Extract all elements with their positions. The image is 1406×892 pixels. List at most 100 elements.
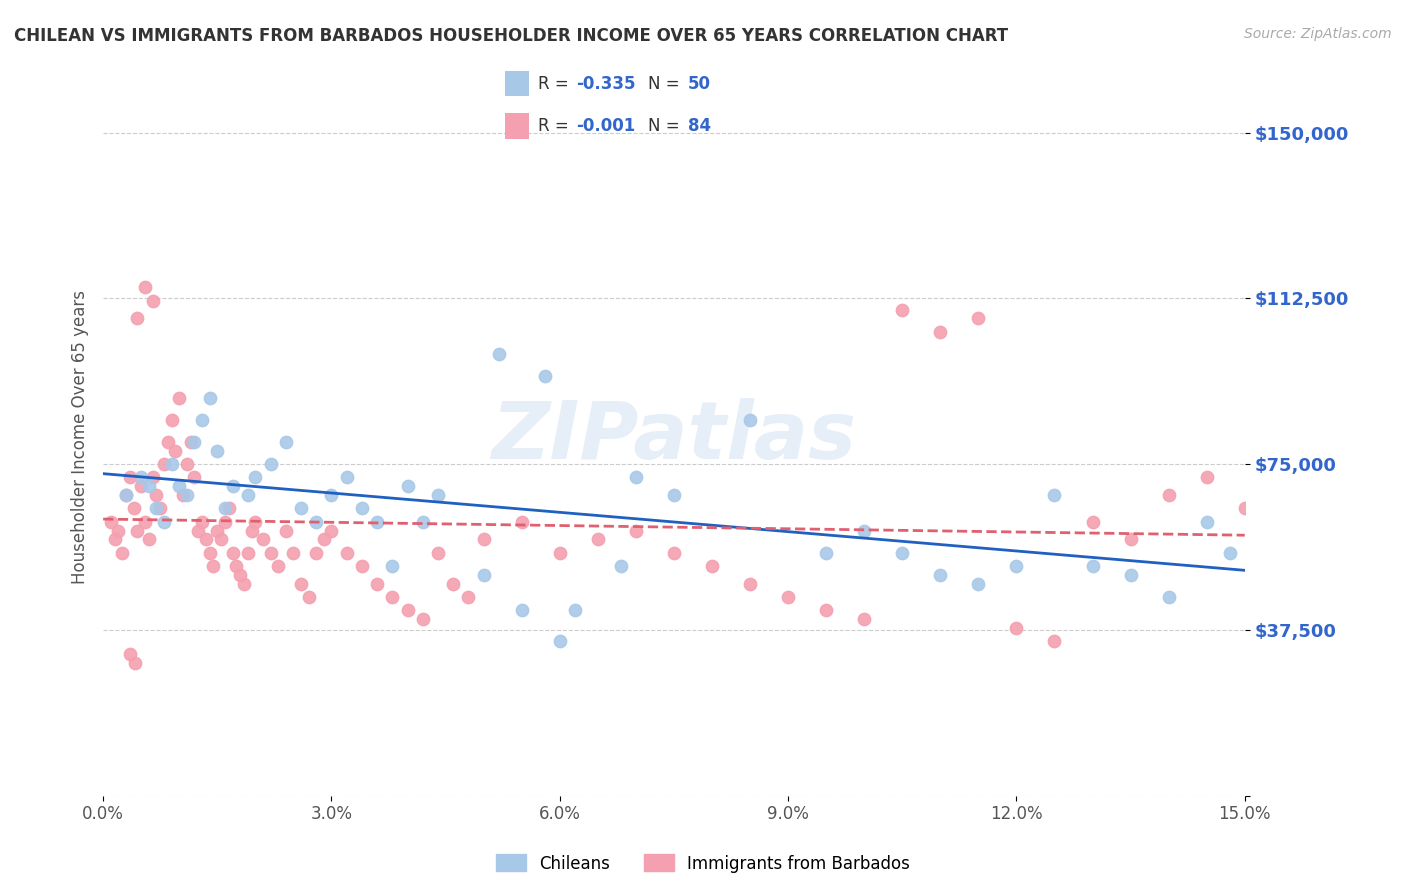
Text: Source: ZipAtlas.com: Source: ZipAtlas.com [1244,27,1392,41]
Point [176,457,198,471]
Point [274,524,297,538]
Point [441,576,464,591]
Point [122,501,145,516]
Point [1081,515,1104,529]
Point [176,488,198,502]
Point [290,501,312,516]
Point [209,533,232,547]
Point [221,479,243,493]
Point [198,391,221,405]
Point [1005,558,1028,573]
Point [165,444,187,458]
Point [187,524,209,538]
Point [1043,488,1066,502]
Point [198,546,221,560]
Point [107,524,129,538]
Point [245,515,267,529]
Point [929,567,952,582]
Point [218,501,240,516]
Point [214,501,236,516]
Text: -0.001: -0.001 [576,117,636,135]
Point [134,515,156,529]
Point [127,524,149,538]
Point [548,546,571,560]
Point [510,603,533,617]
Text: CHILEAN VS IMMIGRANTS FROM BARBADOS HOUSEHOLDER INCOME OVER 65 YEARS CORRELATION: CHILEAN VS IMMIGRANTS FROM BARBADOS HOUS… [14,27,1008,45]
Point [312,533,335,547]
Point [167,479,190,493]
Point [1233,501,1256,516]
Point [1157,590,1180,604]
Y-axis label: Householder Income Over 65 years: Householder Income Over 65 years [72,290,89,583]
Point [229,567,252,582]
Point [221,546,243,560]
Point [381,590,404,604]
Point [427,488,450,502]
Point [305,546,328,560]
Point [1119,533,1142,547]
Point [115,488,138,502]
Point [488,347,510,361]
Point [145,488,167,502]
Point [103,533,125,547]
Text: N =: N = [648,75,685,93]
Point [100,515,122,529]
Point [283,546,305,560]
Point [967,311,990,326]
Point [160,457,183,471]
Point [853,524,876,538]
Point [586,533,609,547]
Point [1043,634,1066,648]
Point [194,533,217,547]
Point [412,515,434,529]
Point [129,470,152,484]
Point [156,435,179,450]
Point [180,435,202,450]
Point [350,501,373,516]
Point [160,413,183,427]
Point [891,302,914,317]
Point [172,488,194,502]
Point [510,515,533,529]
Point [274,435,297,450]
Point [240,524,263,538]
Point [533,368,555,383]
Point [202,558,225,573]
Point [267,558,290,573]
Point [191,515,214,529]
Text: 50: 50 [688,75,711,93]
Point [472,533,495,547]
Point [214,515,236,529]
Point [183,470,205,484]
Point [929,325,952,339]
Point [111,546,134,560]
Point [662,546,685,560]
Point [609,558,631,573]
Point [350,558,373,573]
Point [1005,621,1028,635]
Point [290,576,312,591]
Point [183,435,205,450]
Point [1157,488,1180,502]
Point [149,501,172,516]
Point [153,515,176,529]
Point [167,391,190,405]
Point [1218,546,1240,560]
Text: ZIPatlas: ZIPatlas [492,398,856,475]
Point [366,576,388,591]
Point [297,590,319,604]
Point [815,546,838,560]
Point [191,413,214,427]
Point [259,457,281,471]
Point [738,576,761,591]
Point [142,470,165,484]
Point [381,558,404,573]
Point [115,488,138,502]
Point [967,576,990,591]
Point [118,648,141,662]
Point [366,515,388,529]
Point [412,612,434,626]
Point [427,546,450,560]
Point [778,590,800,604]
Point [142,293,165,308]
